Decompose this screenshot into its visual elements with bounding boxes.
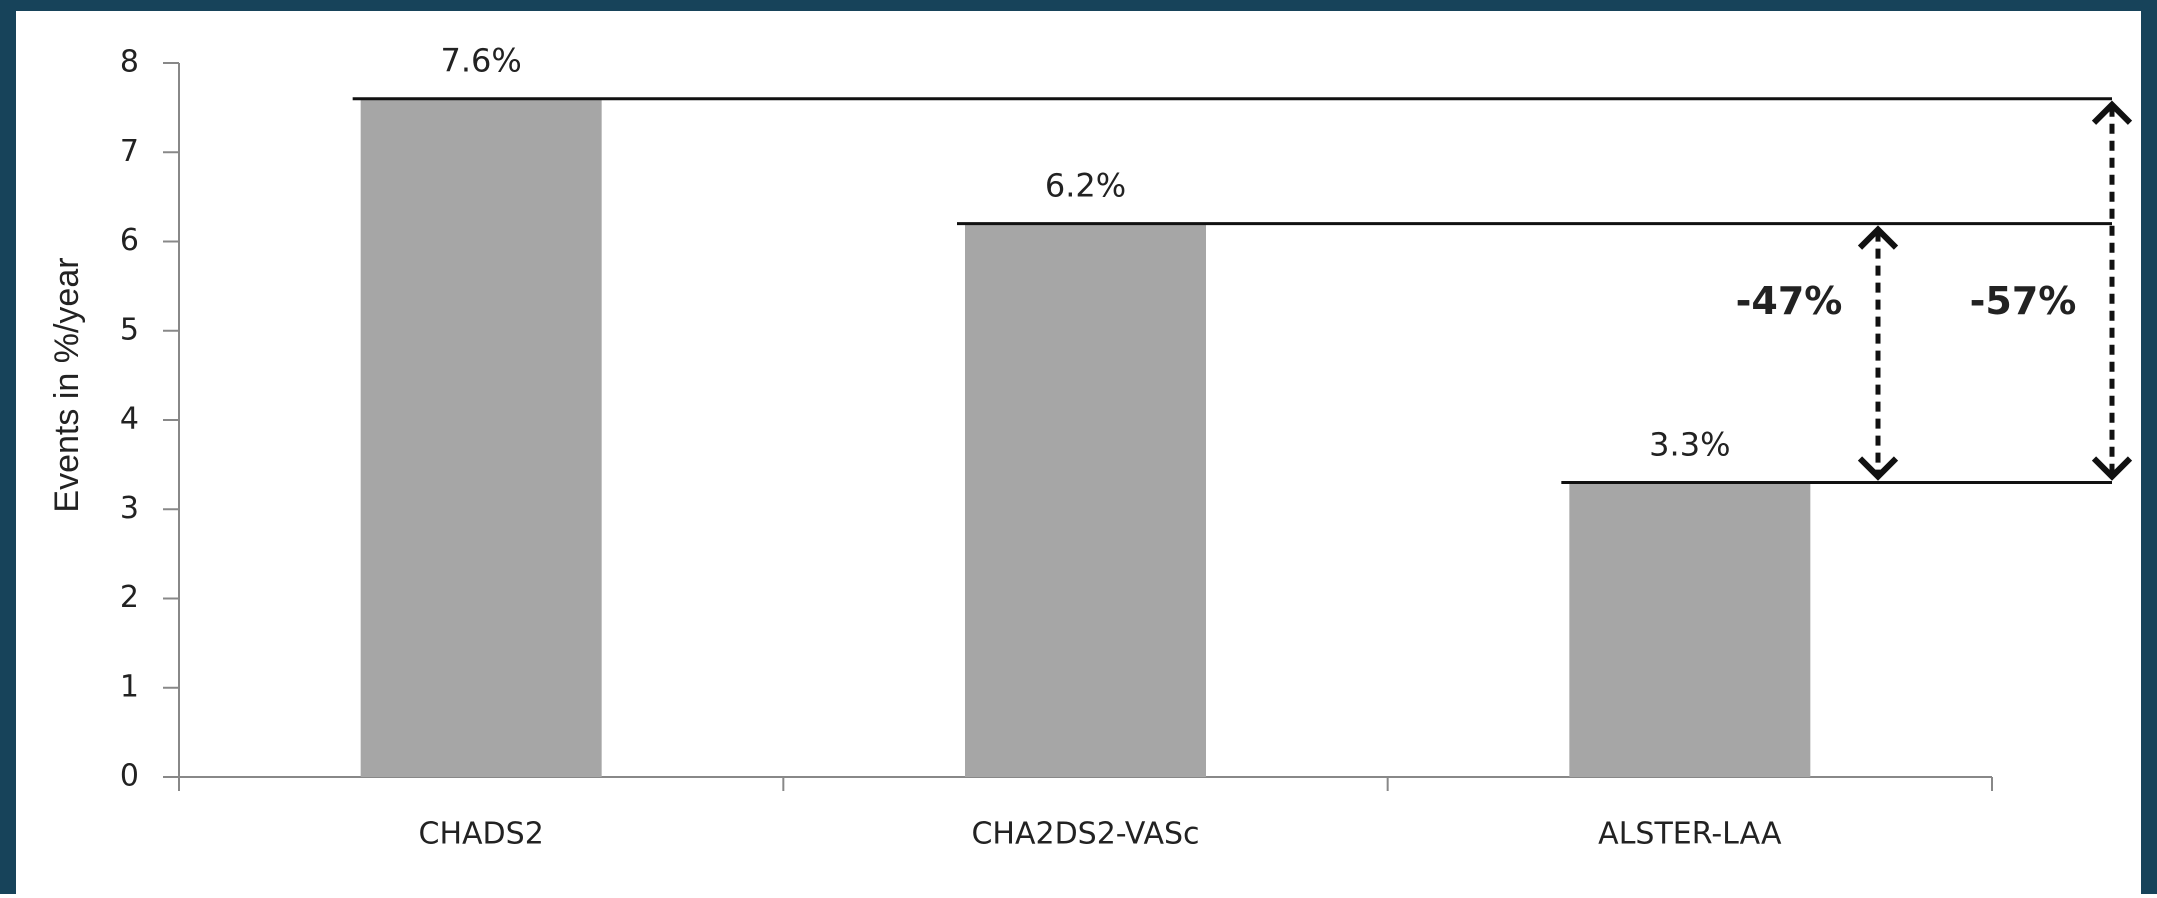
y-tick-label: 2	[120, 580, 139, 615]
y-tick-label: 7	[120, 134, 139, 169]
y-tick-label: 3	[120, 491, 139, 526]
y-axis-label: Events in %/year	[48, 257, 86, 512]
y-tick-label: 5	[120, 312, 139, 347]
y-tick-label: 1	[120, 669, 139, 704]
annotation: -57%	[1970, 279, 2077, 323]
x-tick-label: ALSTER-LAA	[1598, 817, 1782, 852]
reduction-arrow	[1857, 225, 1899, 481]
reduction-arrow	[2091, 100, 2133, 481]
annotation: -47%	[1736, 279, 1843, 323]
x-tick-label: CHADS2	[419, 817, 544, 852]
y-tick-label: 8	[120, 45, 139, 80]
bar	[1569, 482, 1811, 777]
y-tick-label: 0	[120, 759, 139, 794]
value-label: 6.2%	[1045, 167, 1126, 205]
bar	[965, 223, 1206, 777]
value-label: 7.6%	[441, 42, 522, 80]
y-tick-label: 4	[120, 402, 139, 437]
bar	[360, 98, 602, 777]
x-tick-label: CHA2DS2-VASc	[971, 817, 1199, 852]
y-tick-label: 6	[120, 223, 139, 258]
value-label: 3.3%	[1649, 425, 1730, 463]
